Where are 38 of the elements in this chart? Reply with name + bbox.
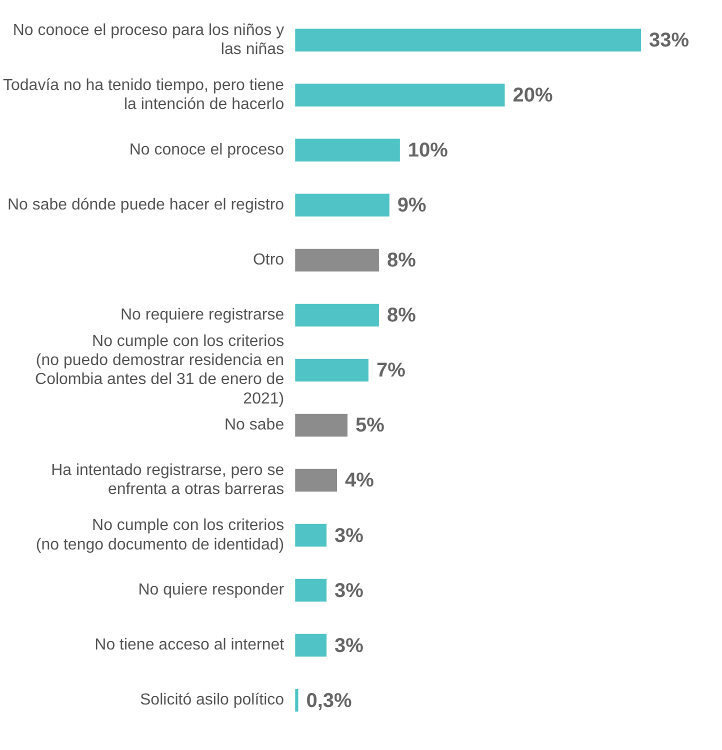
y-tick-label: No tiene acceso al internet	[94, 636, 285, 654]
bar	[295, 84, 505, 106]
y-tick-label: No sabe dónde puede hacer el registro	[7, 196, 284, 214]
y-tick-label: No quiere responder	[138, 582, 285, 599]
y-tick-label: No cumple con los criterios (no puedo demostrar residencia en Colombia antes del 31 de enero de 2021)	[35, 332, 284, 408]
y-tick-label: Todavía no ha tenido tiempo, pero tiene la intención de hacerlo	[2, 76, 284, 114]
bar	[295, 524, 327, 547]
data-label: 0,3%	[306, 690, 352, 712]
data-label: 3%	[334, 524, 364, 547]
data-label: 10%	[408, 140, 448, 162]
bar	[295, 28, 642, 52]
data-label: 20%	[512, 84, 553, 107]
y-tick-label: No conoce el proceso para los niños y las niñas	[12, 22, 284, 58]
bar	[295, 194, 390, 216]
data-label: 4%	[345, 470, 374, 492]
y-tick-label: No sabe	[224, 416, 284, 434]
y-tick-label: No requiere registrarse	[120, 306, 284, 324]
bar	[295, 358, 368, 382]
data-label: 7%	[376, 360, 406, 382]
y-tick-label: No cumple con los criterios (no tengo documento de identidad)	[36, 517, 284, 554]
y-tick-label: Otro	[252, 252, 284, 269]
bar	[295, 248, 379, 272]
bar	[295, 414, 348, 437]
bar	[295, 304, 379, 327]
y-tick-label: No conoce el proceso	[129, 142, 284, 159]
bar	[295, 634, 327, 657]
bar	[295, 138, 400, 162]
bar	[295, 468, 338, 492]
data-label: 5%	[356, 414, 385, 437]
bar	[295, 578, 327, 602]
data-label: 9%	[397, 194, 427, 217]
data-label: 33%	[649, 30, 690, 52]
data-label: 3%	[334, 580, 364, 602]
y-tick-label: Ha intentado registrarse, pero se enfrenta a otras barreras	[51, 462, 284, 498]
data-label: 8%	[386, 304, 416, 327]
data-label: 8%	[386, 250, 416, 272]
y-tick-label: Solicitó asilo político	[140, 692, 284, 709]
data-label: 3%	[334, 634, 364, 657]
